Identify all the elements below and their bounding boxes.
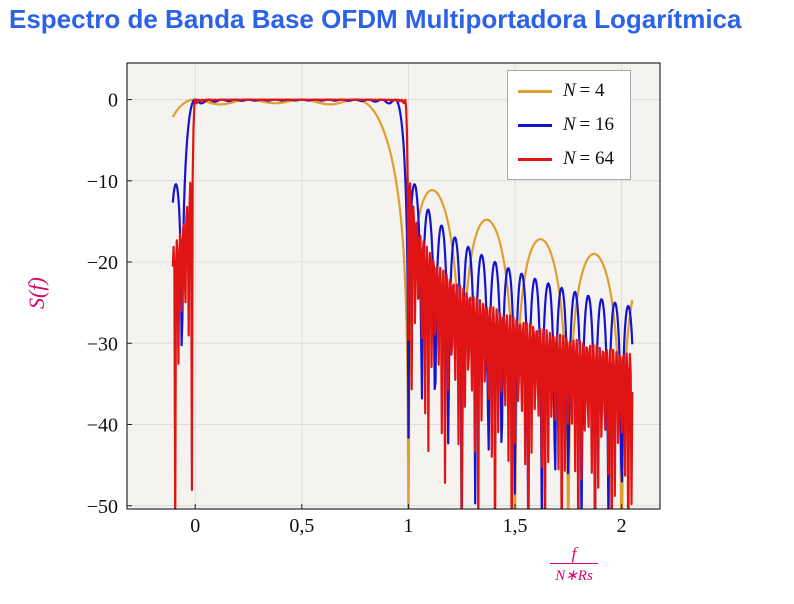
y-tick-label: −20 <box>87 252 118 274</box>
legend-label: N = 4 <box>563 80 605 101</box>
series-group <box>171 98 634 509</box>
chart-title: Espectro de Banda Base OFDM Multiportado… <box>9 4 742 34</box>
legend-line-swatch <box>518 157 552 161</box>
legend-label: N = 16 <box>563 114 614 135</box>
x-tick-label: 0,5 <box>289 515 314 537</box>
y-tick-label: 0 <box>108 90 118 112</box>
plot-frame <box>126 62 661 510</box>
y-tick-label: −10 <box>87 171 118 193</box>
y-tick-label: −50 <box>87 496 118 518</box>
y-axis-label: S(f) <box>24 277 49 309</box>
x-axis-label: f N∗Rs <box>543 545 605 585</box>
x-axis-label-numerator: f <box>571 544 577 563</box>
curve-N64 <box>171 98 634 509</box>
x-tick-label: 1 <box>403 515 413 537</box>
x-tick-label: 2 <box>617 515 627 537</box>
legend-item: N = 4 <box>518 80 614 102</box>
x-tick-label: 1,5 <box>503 515 528 537</box>
x-axis-label-denominator: N∗Rs <box>550 562 598 585</box>
x-tick-label: 0 <box>190 515 200 537</box>
legend-label: N = 64 <box>563 148 614 169</box>
y-tick-label: −40 <box>87 415 118 437</box>
legend-item: N = 64 <box>518 148 614 170</box>
legend-line-swatch <box>518 89 552 93</box>
legend: N = 4 N = 16 N = 64 <box>507 70 631 180</box>
y-tick-label: −30 <box>87 333 118 355</box>
legend-item: N = 16 <box>518 114 614 136</box>
legend-line-swatch <box>518 123 552 127</box>
